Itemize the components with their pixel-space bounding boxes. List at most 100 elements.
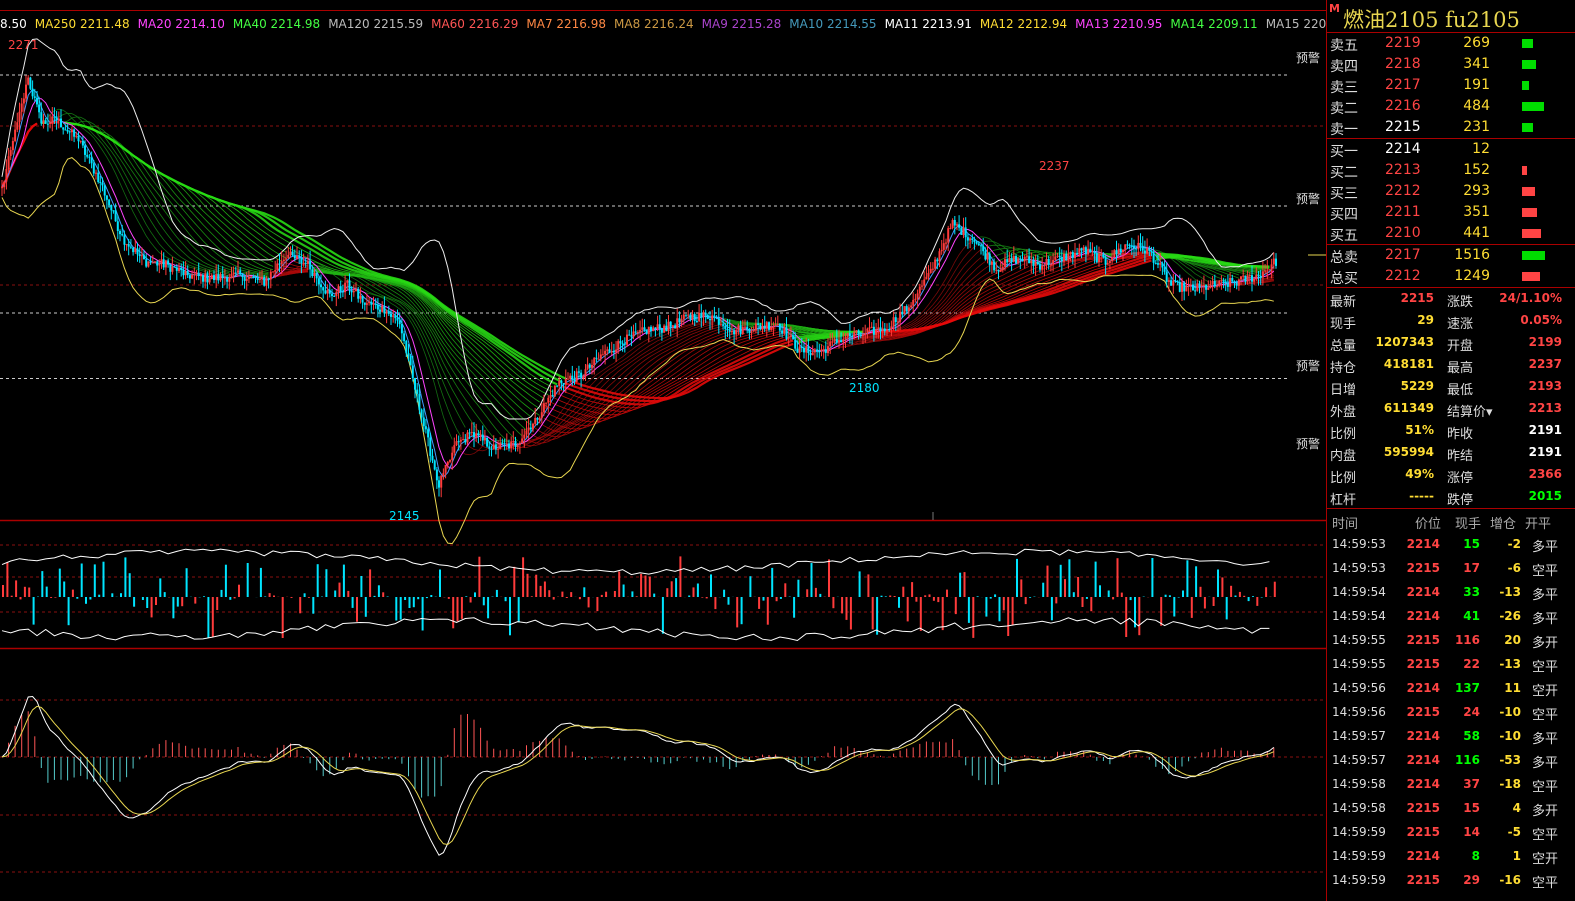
ask-row[interactable]: 卖三 2217 191 — [1327, 75, 1575, 96]
volume-bar — [893, 596, 896, 597]
volume-bar — [535, 574, 538, 597]
ask-row[interactable]: 卖一 2215 231 — [1327, 117, 1575, 138]
volume-bar — [640, 573, 643, 597]
candle-body — [945, 242, 947, 244]
volume-bar — [954, 597, 957, 615]
trade-price: 2214 — [1406, 585, 1440, 599]
ask-row[interactable]: 卖四 2218 341 — [1327, 54, 1575, 75]
candle-body — [553, 385, 556, 397]
volume-bar — [736, 597, 739, 628]
quote-label[interactable]: 结算价▾ — [1447, 405, 1493, 420]
candle-body — [785, 327, 788, 339]
warning-label-4[interactable]: 预警 — [1295, 437, 1320, 451]
volume-bar — [412, 597, 415, 608]
ask-price: 2217 — [1385, 77, 1421, 93]
chart-area[interactable]: 8.50 MA250 2211.48 MA20 2214.10 MA40 2214.9… — [0, 0, 1353, 901]
candle-body — [645, 329, 648, 335]
candle-body — [300, 257, 303, 264]
trade-row[interactable]: 14:59:58 2215 15 4 多开 — [1327, 795, 1575, 819]
volume-bar — [71, 589, 74, 597]
volume-bar — [998, 597, 1001, 622]
candle-body — [202, 275, 204, 282]
volume-bar — [6, 562, 9, 597]
ma-line — [845, 261, 986, 343]
bid-price: 2212 — [1385, 183, 1421, 199]
candle-body — [971, 238, 974, 240]
candle-body — [717, 317, 720, 325]
trade-row[interactable]: 14:59:58 2214 37 -18 空平 — [1327, 771, 1575, 795]
candle-body — [424, 426, 427, 430]
trade-row[interactable]: 14:59:54 2214 41 -26 多平 — [1327, 603, 1575, 627]
quote-value: ----- — [1409, 489, 1434, 503]
trade-change: -16 — [1499, 873, 1521, 887]
candle-body — [757, 323, 760, 325]
volume-bar — [1168, 595, 1171, 597]
bid-label: 买一 — [1330, 144, 1358, 160]
candle-body — [571, 375, 574, 379]
candle-body — [348, 280, 351, 291]
ask-row[interactable]: 卖五 2219 269 — [1327, 33, 1575, 54]
volume-bar — [395, 597, 398, 621]
trade-row[interactable]: 14:59:59 2215 29 -16 空平 — [1327, 867, 1575, 891]
candle-body — [597, 358, 600, 360]
candle-body — [744, 326, 746, 328]
bid-row[interactable]: 买一 2214 12 — [1327, 139, 1575, 160]
trades-list[interactable]: 14:59:53 2214 15 -2 多平 14:59:53 2215 17 -6 空平 14:5… — [1327, 531, 1575, 891]
candle-body — [1019, 258, 1022, 260]
volume-bar — [1085, 597, 1088, 599]
candle-body — [191, 275, 194, 279]
trade-row[interactable]: 14:59:55 2215 116 20 多开 — [1327, 627, 1575, 651]
trade-row[interactable]: 14:59:56 2215 24 -10 空平 — [1327, 699, 1575, 723]
candle-body — [949, 228, 952, 229]
volume-bar — [583, 587, 586, 597]
candle-body — [1251, 275, 1253, 282]
volume-bar — [45, 586, 48, 597]
candle-body — [239, 270, 242, 275]
trade-price: 2215 — [1406, 561, 1440, 575]
bid-row[interactable]: 买三 2212 293 — [1327, 181, 1575, 202]
bid-row[interactable]: 买五 2210 441 — [1327, 223, 1575, 244]
menu-mark-icon[interactable]: M — [1329, 2, 1340, 15]
volume-bar — [98, 594, 101, 597]
trade-row[interactable]: 14:59:55 2215 22 -13 空平 — [1327, 651, 1575, 675]
trade-row[interactable]: 14:59:57 2214 116 -53 多平 — [1327, 747, 1575, 771]
candle-body — [781, 330, 784, 334]
candle-body — [77, 135, 80, 142]
candle-body — [488, 446, 491, 449]
volume-bar — [1046, 565, 1049, 597]
trade-row[interactable]: 14:59:56 2214 137 11 空开 — [1327, 675, 1575, 699]
volume-bar — [675, 578, 678, 597]
candle-body — [798, 346, 801, 353]
total-row[interactable]: 总买 2212 1249 — [1327, 266, 1575, 287]
candle-body — [70, 129, 73, 133]
candle-body — [549, 395, 552, 398]
trade-row[interactable]: 14:59:59 2214 8 1 空开 — [1327, 843, 1575, 867]
trade-row[interactable]: 14:59:53 2215 17 -6 空平 — [1327, 555, 1575, 579]
trade-row[interactable]: 14:59:54 2214 33 -13 多平 — [1327, 579, 1575, 603]
ask-row[interactable]: 卖二 2216 484 — [1327, 96, 1575, 117]
volume-bar — [1068, 559, 1071, 597]
candle-body — [733, 331, 736, 335]
total-row[interactable]: 总卖 2217 1516 — [1327, 245, 1575, 266]
volume-bar — [1173, 597, 1176, 617]
candle-body — [593, 357, 596, 365]
volume-bar — [474, 592, 476, 597]
candle-body — [7, 156, 10, 170]
candle-body — [1257, 274, 1260, 276]
trade-kind: 多开 — [1531, 636, 1558, 651]
trade-row[interactable]: 14:59:59 2215 14 -5 空平 — [1327, 819, 1575, 843]
trade-row[interactable]: 14:59:53 2214 15 -2 多平 — [1327, 531, 1575, 555]
candle-body — [923, 279, 926, 286]
total-depth-bar — [1522, 251, 1545, 260]
volume-bar — [806, 589, 809, 597]
warning-label-3[interactable]: 预警 — [1295, 359, 1320, 373]
instrument-title[interactable]: M 燃油2105 fu2105 — [1327, 0, 1575, 33]
warning-label-2[interactable]: 预警 — [1295, 192, 1320, 206]
volume-bar — [312, 597, 315, 614]
candle-body — [835, 338, 838, 343]
warning-label-1[interactable]: 预警 — [1295, 51, 1320, 65]
chart-svg[interactable] — [0, 0, 1326, 901]
bid-row[interactable]: 买二 2213 152 — [1327, 160, 1575, 181]
trade-row[interactable]: 14:59:57 2214 58 -10 多平 — [1327, 723, 1575, 747]
bid-row[interactable]: 买四 2211 351 — [1327, 202, 1575, 223]
